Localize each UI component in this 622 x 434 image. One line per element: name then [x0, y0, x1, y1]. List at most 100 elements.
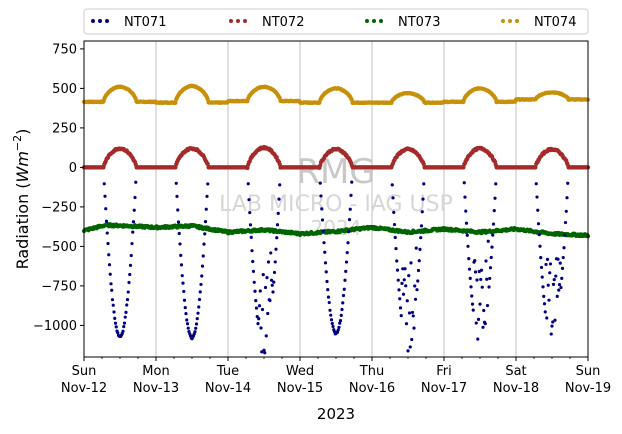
point-NT071 [112, 310, 116, 314]
point-NT071 [116, 331, 120, 335]
point-NT071 [203, 232, 207, 236]
point-NT071 [276, 211, 280, 215]
point-NT071 [110, 288, 114, 292]
point-NT071 [326, 288, 330, 292]
point-NT071 [396, 278, 400, 282]
watermark: RMG LAB MICRO - IAG USP 2024 [219, 152, 453, 240]
point-NT071 [182, 289, 186, 294]
point-NT071 [478, 302, 482, 306]
y-axis-label-unit: Wm [13, 151, 32, 182]
point-NT071 [254, 299, 258, 303]
y-tick-label: 750 [52, 42, 77, 57]
point-NT071 [390, 183, 394, 187]
point-NT071 [122, 321, 127, 325]
point-NT071 [128, 272, 132, 277]
point-NT071 [125, 298, 130, 302]
legend-label: NT074 [534, 15, 576, 30]
x-axis: Sun Nov-12 Mon Nov-13 Tue Nov-14 Wed Nov-15 Thu N… [61, 357, 611, 396]
point-NT071 [106, 241, 110, 246]
point-NT071 [179, 263, 184, 267]
point-NT071 [269, 278, 274, 282]
point-NT071 [540, 275, 544, 279]
series-NT074 [81, 83, 591, 106]
point-NT071 [341, 293, 346, 298]
x-axis-label: 2023 [317, 405, 355, 423]
point-NT071 [346, 241, 350, 245]
point-NT071 [416, 268, 421, 273]
point-NT071 [199, 282, 203, 287]
x-tick-label-date: Nov-15 [277, 381, 323, 396]
point-NT071 [401, 292, 406, 296]
y-axis-label-prefix: Radiation ( [13, 182, 32, 269]
point-NT071 [205, 194, 209, 198]
point-NT071 [407, 274, 411, 278]
point-NT071 [113, 321, 118, 325]
point-NT071 [102, 182, 106, 186]
point-NT071 [186, 326, 190, 330]
point-NT071 [488, 266, 493, 270]
point-NT071 [397, 288, 401, 292]
point-NT072 [205, 161, 210, 167]
point-NT071 [200, 264, 205, 268]
y-tick-label: 0 [69, 161, 77, 176]
point-NT071 [252, 280, 256, 284]
point-NT071 [338, 319, 343, 323]
point-NT071 [122, 324, 126, 329]
point-NT071 [474, 321, 478, 325]
point-NT071 [411, 314, 415, 318]
point-NT071 [392, 210, 396, 214]
point-NT071 [127, 280, 131, 285]
point-NT074 [173, 100, 178, 105]
legend-label: NT071 [124, 15, 166, 30]
point-NT071 [246, 182, 250, 186]
point-NT071 [197, 305, 201, 309]
point-NT071 [393, 235, 397, 240]
point-NT071 [131, 230, 135, 234]
legend-item: NT073 [365, 15, 440, 30]
point-NT071 [193, 330, 197, 334]
legend-label: NT072 [262, 15, 304, 30]
point-NT071 [132, 208, 136, 212]
point-NT071 [542, 302, 547, 306]
y-tick-label: −500 [41, 240, 77, 255]
point-NT071 [543, 310, 547, 314]
point-NT071 [562, 246, 566, 250]
point-NT071 [413, 297, 418, 301]
point-NT071 [340, 307, 344, 312]
point-NT071 [484, 259, 488, 263]
point-NT071 [489, 255, 493, 260]
point-NT071 [407, 311, 412, 315]
point-NT071 [331, 324, 335, 329]
point-NT071 [490, 245, 494, 249]
point-NT071 [129, 253, 133, 258]
point-NT071 [260, 350, 264, 354]
point-NT071 [468, 276, 472, 280]
point-NT071 [180, 274, 184, 278]
point-NT071 [324, 270, 328, 274]
point-NT071 [248, 223, 253, 227]
point-NT071 [175, 194, 179, 198]
point-NT071 [417, 259, 421, 263]
point-NT071 [257, 317, 261, 321]
point-NT071 [398, 306, 403, 310]
legend-marker [91, 19, 95, 23]
point-NT071 [174, 181, 178, 185]
y-tick-label: −750 [41, 279, 77, 294]
point-NT071 [206, 182, 210, 186]
point-NT071 [278, 183, 282, 187]
point-NT071 [395, 259, 399, 263]
point-NT071 [125, 303, 129, 307]
y-axis: 750 500 250 0 −250 −500 −750 −1000 [33, 42, 84, 334]
point-NT071 [535, 195, 539, 199]
point-NT071 [475, 278, 479, 282]
point-NT071 [330, 321, 334, 326]
point-NT071 [107, 263, 112, 267]
point-NT071 [176, 208, 180, 212]
point-NT071 [404, 322, 409, 326]
point-NT071 [483, 321, 487, 326]
point-NT071 [185, 318, 189, 322]
point-NT071 [422, 182, 426, 186]
legend-box [83, 8, 589, 35]
point-NT071 [274, 247, 278, 251]
